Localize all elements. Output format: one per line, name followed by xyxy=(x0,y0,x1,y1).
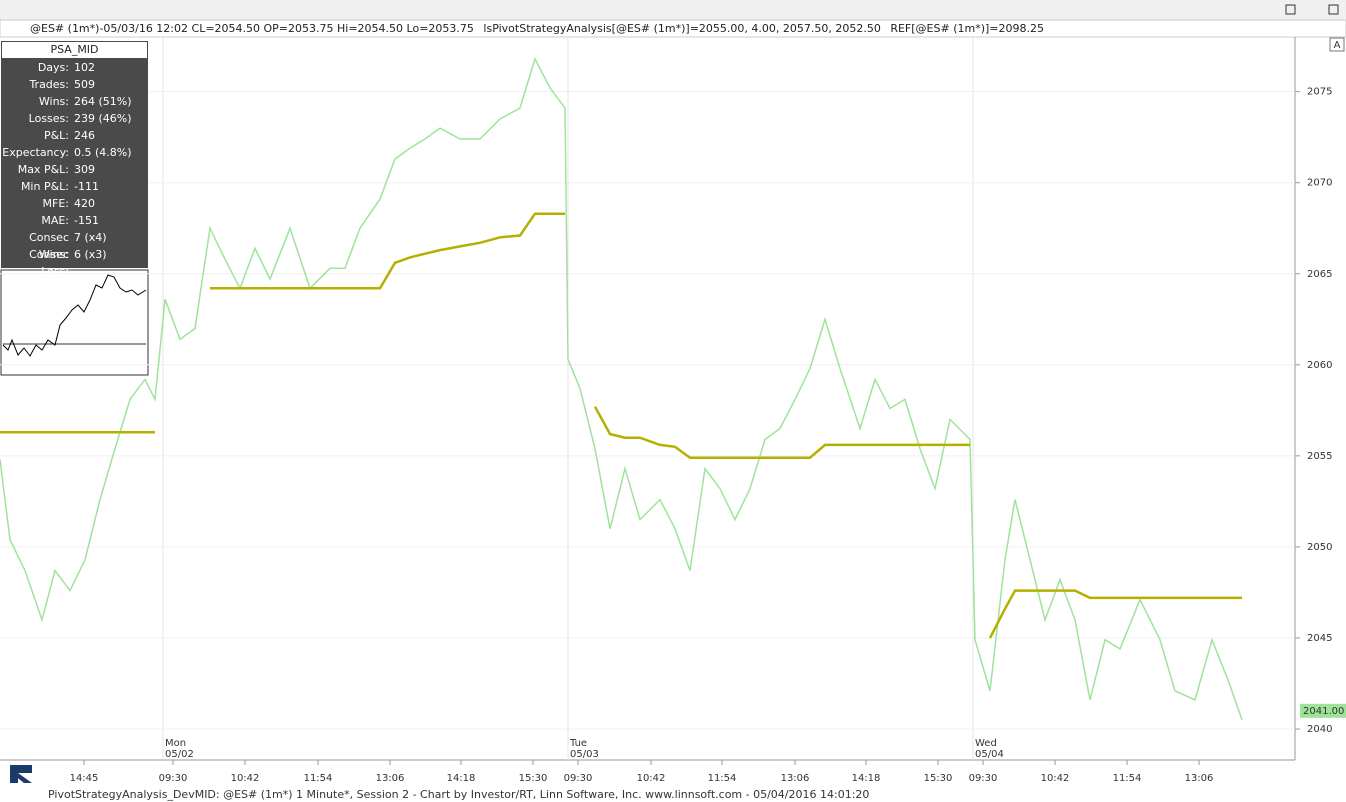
x-tick-label: 11:54 xyxy=(1113,773,1142,784)
ref: REF[@ES# (1m*)]=2098.25 xyxy=(890,22,1044,35)
stat-value: 102 xyxy=(74,61,95,74)
stat-label: Days: xyxy=(37,61,69,74)
stat-label: Expectancy: xyxy=(2,146,69,159)
stats-title: PSA_MID xyxy=(1,41,148,59)
stat-row: MAE: -151 xyxy=(1,212,148,229)
stat-row: MFE: 420 xyxy=(1,195,148,212)
stat-row: Expectancy: 0.5 (4.8%) xyxy=(1,144,148,161)
auto-button-label: A xyxy=(1334,40,1341,51)
quote: @ES# (1m*)-05/03/16 12:02 CL=2054.50 OP=… xyxy=(30,22,474,35)
stat-label: P&L: xyxy=(43,129,69,142)
session-day: Mon xyxy=(165,738,186,749)
plot-area xyxy=(0,37,1295,760)
stat-label: Wins: xyxy=(38,95,69,108)
stat-row: Losses: 239 (46%) xyxy=(1,110,148,127)
x-tick-label: 14:18 xyxy=(447,773,476,784)
equity-panel xyxy=(0,269,149,376)
y-tick-label: 2070 xyxy=(1307,178,1332,189)
series-line xyxy=(0,56,1243,721)
stat-value: -151 xyxy=(74,214,99,227)
x-tick-label: 09:30 xyxy=(159,773,188,784)
stat-row: Min P&L: -111 xyxy=(1,178,148,195)
stat-value: 509 xyxy=(74,78,95,91)
y-tick-label: 2060 xyxy=(1307,360,1332,371)
indicator: lsPivotStrategyAnalysis[@ES# (1m*)]=2055… xyxy=(483,22,881,35)
y-tick-label: 2040 xyxy=(1307,724,1332,735)
info-text: @ES# (1m*)-05/03/16 12:02 CL=2054.50 OP=… xyxy=(30,22,1050,35)
session-date: 05/04 xyxy=(975,749,1004,760)
close-button[interactable] xyxy=(1328,4,1339,15)
stat-row: P&L: 246 xyxy=(1,127,148,144)
session-day: Tue xyxy=(569,738,587,749)
stat-value: 6 (x3) xyxy=(74,248,107,261)
stats-panel: PSA_MID Days: 102 Trades: 509 Wins: 264 (51%)… xyxy=(1,41,148,278)
stat-row: Consec Loss: 6 (x3) xyxy=(1,246,148,278)
info-bar xyxy=(0,19,1346,38)
restore-button[interactable] xyxy=(1285,4,1296,15)
stat-row: Consec Wins: 7 (x4) xyxy=(1,229,148,261)
session-day: Wed xyxy=(975,738,997,749)
session-date: 05/02 xyxy=(165,749,194,760)
y-tick-label: 2055 xyxy=(1307,451,1332,462)
stat-label: Trades: xyxy=(29,78,69,91)
footer: PivotStrategyAnalysis_DevMID: @ES# (1m*)… xyxy=(48,788,870,801)
logo xyxy=(10,765,32,783)
title-bar xyxy=(0,0,1346,20)
x-tick-label: 15:30 xyxy=(519,773,548,784)
stat-label: Consec Wins: xyxy=(29,231,69,261)
x-tick-label: 10:42 xyxy=(637,773,666,784)
stat-row: Days: 102 xyxy=(1,59,148,76)
stat-label: Losses: xyxy=(28,112,69,125)
stat-value: 420 xyxy=(74,197,95,210)
auto-button[interactable] xyxy=(1329,37,1345,52)
x-tick-label: 14:45 xyxy=(70,773,99,784)
equity-curve xyxy=(2,274,147,357)
y-tick-label: 2050 xyxy=(1307,542,1332,553)
x-tick-label: 10:42 xyxy=(231,773,260,784)
x-tick-label: 11:54 xyxy=(304,773,333,784)
last-price-label: 2041.00 xyxy=(1303,706,1344,717)
x-tick-label: 11:54 xyxy=(708,773,737,784)
stat-row: Trades: 509 xyxy=(1,76,148,93)
stat-value: 309 xyxy=(74,163,95,176)
x-tick-label: 10:42 xyxy=(1041,773,1070,784)
stat-value: 0.5 (4.8%) xyxy=(74,146,132,159)
stat-label: Max P&L: xyxy=(17,163,69,176)
stat-label: MAE: xyxy=(41,214,69,227)
y-tick-label: 2075 xyxy=(1307,87,1332,98)
stat-label: Consec Loss: xyxy=(29,248,69,278)
stat-label: MFE: xyxy=(42,197,69,210)
x-tick-label: 13:06 xyxy=(1185,773,1214,784)
x-tick-label: 09:30 xyxy=(969,773,998,784)
stat-value: 7 (x4) xyxy=(74,231,107,244)
stat-value: 264 (51%) xyxy=(74,95,132,108)
stat-value: -111 xyxy=(74,180,99,193)
x-tick-label: 15:30 xyxy=(924,773,953,784)
series-line xyxy=(0,212,1242,639)
stat-value: 239 (46%) xyxy=(74,112,132,125)
session-date: 05/03 xyxy=(570,749,599,760)
last-price-box xyxy=(1300,703,1346,718)
y-tick-label: 2065 xyxy=(1307,269,1332,280)
x-tick-label: 14:18 xyxy=(852,773,881,784)
x-tick-label: 09:30 xyxy=(564,773,593,784)
y-tick-label: 2045 xyxy=(1307,633,1332,644)
x-tick-label: 13:06 xyxy=(376,773,405,784)
stat-row: Wins: 264 (51%) xyxy=(1,93,148,110)
stat-value: 246 xyxy=(74,129,95,142)
x-tick-label: 13:06 xyxy=(781,773,810,784)
stat-row: Max P&L: 309 xyxy=(1,161,148,178)
stat-label: Min P&L: xyxy=(20,180,69,193)
